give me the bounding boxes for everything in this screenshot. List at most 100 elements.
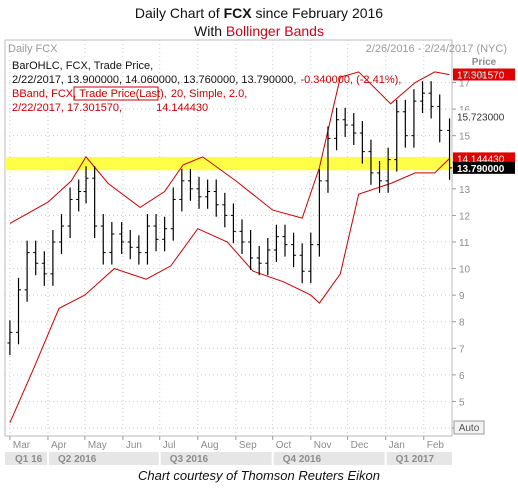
price-bar: [67, 187, 73, 238]
price-bar: [316, 168, 322, 257]
quarter-label: Q3 2016: [170, 454, 209, 465]
price-bar: [136, 235, 142, 265]
price-bar: [16, 277, 22, 345]
price-bar: [368, 139, 374, 185]
price-bar: [205, 179, 211, 209]
price-bar: [119, 222, 125, 254]
price-tag-label: 14.144430: [457, 154, 505, 165]
price-bar: [248, 230, 254, 270]
price-bar: [196, 176, 202, 209]
price-bar: [7, 320, 13, 355]
x-tick-label: Apr: [51, 440, 67, 451]
price-bar: [342, 107, 348, 138]
panel-date-range: 2/26/2016 - 2/24/2017 (NYC): [366, 43, 507, 55]
price-bar: [33, 240, 39, 276]
x-tick-label: Jan: [389, 440, 405, 451]
price-tag-label: 17.301570: [457, 71, 505, 82]
price-tag-label: 15.723000: [457, 112, 505, 123]
x-tick-label: May: [88, 440, 107, 451]
price-bar: [437, 94, 443, 143]
y-tick-layer: 4567891011121314151617: [452, 79, 471, 435]
price-bar: [144, 214, 150, 265]
price-bar: [50, 230, 56, 286]
chart-legend: BarOHLC, FCX, Trade Price, 2/22/2017, 13…: [12, 60, 401, 114]
legend-line-2: 2/22/2017, 13.900000, 14.060000, 13.7600…: [12, 74, 401, 86]
price-bar: [420, 81, 426, 114]
x-tick-label: Jun: [126, 440, 142, 451]
price-bar: [187, 168, 193, 201]
legend-line-3: BBand, FCX, Trade Price(Last), 20, Simple,…: [12, 88, 247, 100]
x-tick-label: Nov: [314, 440, 332, 451]
price-bar: [282, 224, 288, 257]
price-bar: [127, 230, 133, 260]
price-bar: [100, 214, 106, 265]
price-tag-label: 13.790000: [457, 164, 505, 175]
quarter-label: Q2 2016: [58, 454, 97, 465]
price-bar: [411, 89, 417, 148]
legend-band-date: 2/22/2017, 17.301570,: [12, 102, 122, 114]
price-bar: [402, 99, 408, 148]
y-tick-label: 9: [459, 291, 465, 302]
subtitle-prefix: With: [194, 23, 223, 39]
y-tick-label: 15: [459, 132, 471, 143]
price-bar: [447, 118, 453, 180]
price-axis-label: Price: [472, 57, 497, 68]
legend-ohlc-values: 2/22/2017, 13.900000, 14.060000, 13.7600…: [12, 74, 296, 86]
auto-scale-label[interactable]: Auto: [459, 423, 480, 434]
legend-change: -0.340000, (-2.41%),: [300, 74, 401, 86]
price-tag-box: [453, 68, 515, 81]
price-bar: [239, 219, 245, 254]
price-bar: [385, 147, 391, 193]
price-bar: [170, 187, 176, 241]
quarter-band: [5, 452, 452, 465]
price-bars-layer: [7, 81, 453, 355]
price-bar: [299, 243, 305, 284]
price-bar: [308, 232, 314, 284]
price-tag-box: [453, 161, 515, 174]
y-tick-label: 17: [459, 79, 471, 90]
price-bar: [153, 214, 159, 252]
y-tick-label: 11: [459, 238, 470, 249]
y-tick-label: 8: [459, 318, 465, 329]
price-bar: [273, 224, 279, 262]
legend-line-4: 2/22/2017, 17.301570, 14.144430: [12, 102, 208, 114]
chart-title: Daily Chart of FCX since February 2016: [0, 4, 518, 22]
price-bar: [265, 238, 271, 276]
x-tick-label: Jul: [163, 440, 176, 451]
y-tick-label: 5: [459, 397, 465, 408]
x-tick-label: Feb: [427, 440, 445, 451]
legend-band-field: Trade Price(Last),: [79, 88, 167, 100]
price-bar: [109, 222, 115, 265]
y-tick-label: 12: [459, 211, 471, 222]
x-tick-label: Oct: [276, 440, 292, 451]
x-tick-label: Aug: [201, 440, 219, 451]
x-tick-label: Dec: [351, 440, 369, 451]
price-bar: [377, 160, 383, 193]
quarter-label: Q4 2016: [283, 454, 322, 465]
price-tag-box: [453, 110, 515, 123]
price-bar: [213, 179, 219, 217]
price-bar: [394, 99, 400, 172]
upper-band-line: [9, 71, 450, 224]
subtitle-accent: Bollinger Bands: [225, 23, 324, 39]
chart-subtitle: With Bollinger Bands: [0, 22, 518, 40]
legend-boxed-field: [73, 86, 159, 101]
auto-scale-button[interactable]: [453, 420, 485, 435]
support-zone-layer: [5, 156, 452, 171]
price-bar: [222, 192, 228, 228]
price-bar: [325, 126, 331, 193]
x-tick-label: Mar: [13, 440, 31, 451]
y-tick-label: 6: [459, 371, 465, 382]
panel-name: Daily FCX: [8, 43, 58, 55]
legend-band-params: 20, Simple, 2.0,: [171, 88, 247, 100]
bollinger-band-layer: [9, 71, 450, 423]
quarter-label: Q1 16: [15, 454, 43, 465]
price-bar: [334, 107, 340, 151]
price-bar: [230, 203, 236, 244]
legend-band-value: 14.144430: [156, 102, 208, 114]
title-suffix: since February 2016: [255, 5, 384, 21]
price-bar: [179, 168, 185, 212]
y-tick-label: 7: [459, 344, 465, 355]
